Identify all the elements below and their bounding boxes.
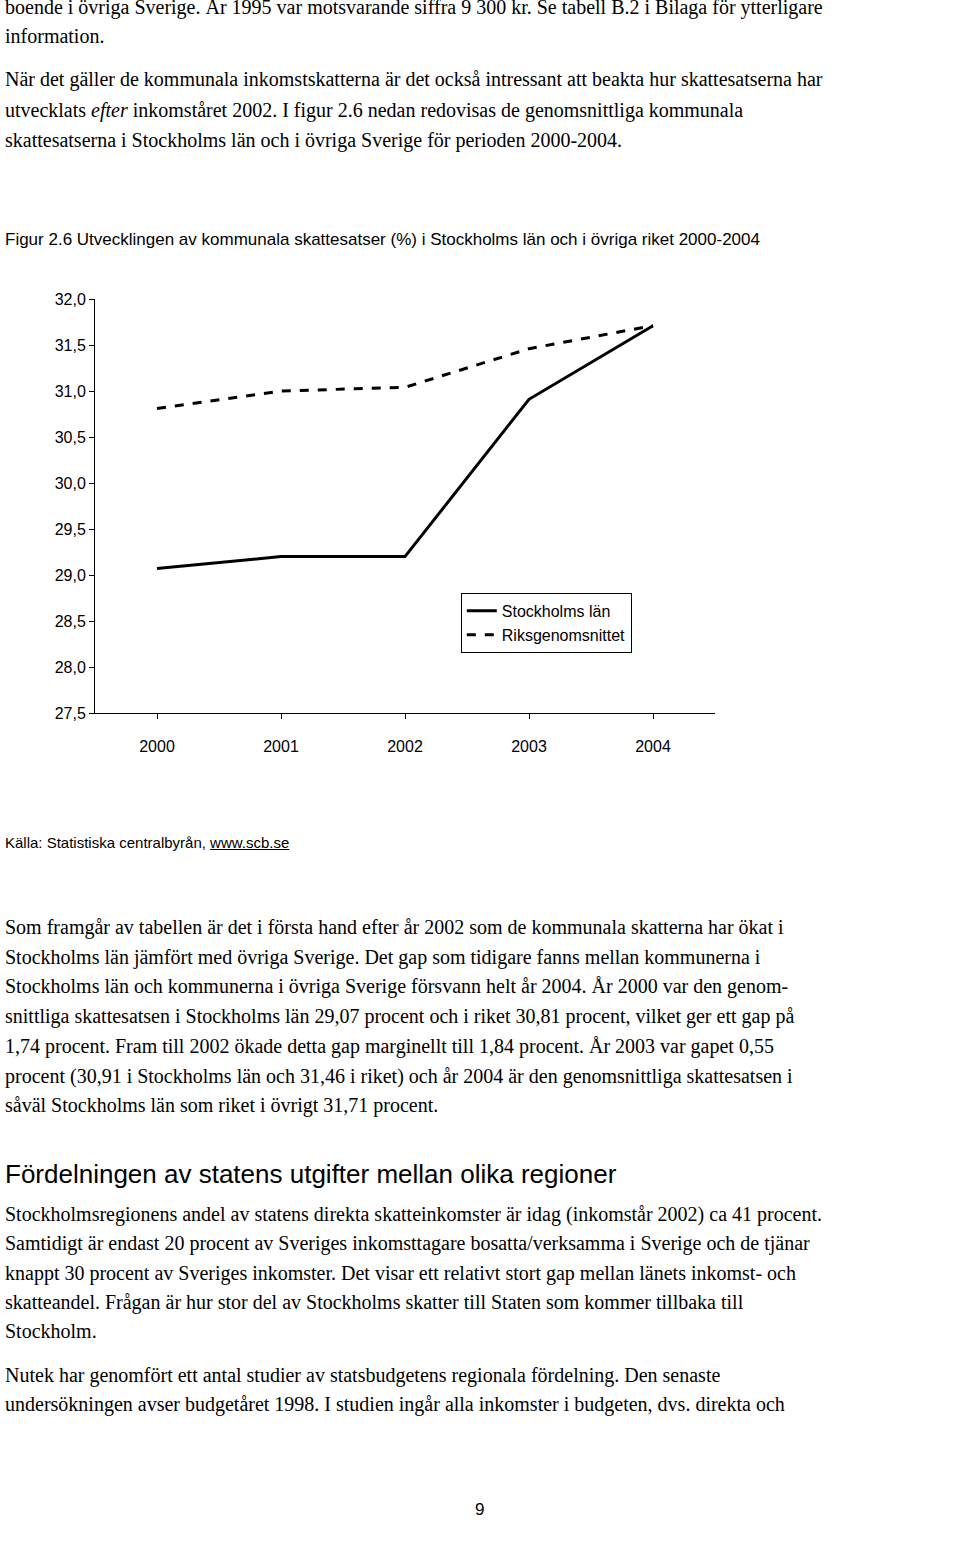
html-text:Fördelningen av statens utgift: Fördelningen av statens utgifter mellan …: [5, 1159, 617, 1189]
html-text:Som framgår av tabellen är det: Som framgår av tabellen är det i första …: [5, 916, 784, 938]
svg-text:2002: 2002: [387, 738, 423, 755]
svg-text:2003: 2003: [511, 738, 547, 755]
html-text:knappt 30 procent av Sveriges: knappt 30 procent av Sveriges inkomster.…: [5, 1261, 796, 1284]
html-text:Figur 2.6 Utvecklingen av komm: Figur 2.6 Utvecklingen av kommunala skat…: [5, 230, 760, 249]
svg-text:28,5: 28,5: [55, 613, 86, 630]
html-text:Samtidigt är endast 20 procent: Samtidigt är endast 20 procent av Sverig…: [5, 1232, 810, 1255]
html-text:Stockholm.: Stockholm.: [5, 1320, 97, 1343]
html-text:1,74 procent. Fram till 2002 ö: 1,74 procent. Fram till 2002 ökade detta…: [5, 1034, 774, 1057]
html-text:Nutek har genomfört ett antal: Nutek har genomfört ett antal studier av…: [5, 1364, 721, 1386]
svg-text:29,5: 29,5: [55, 521, 86, 538]
html-text:procent (30,91 i Stockholms lä: procent (30,91 i Stockholms län och 31,4…: [5, 1064, 793, 1087]
svg-text:Stockholms län: Stockholms län: [502, 603, 611, 620]
html-text:utvecklats efter inkomståret 2: utvecklats efter inkomståret 2002. I fig…: [5, 98, 744, 121]
html-text:såväl Stockholms län som riket: såväl Stockholms län som riket i övrigt …: [5, 1094, 439, 1117]
svg-text:2000: 2000: [139, 738, 175, 755]
html-text:Källa: Statistiska centralbyrå: Källa: Statistiska centralbyrån, www.scb…: [5, 834, 290, 851]
svg-text:28,0: 28,0: [55, 659, 86, 676]
html-text:information.: information.: [5, 25, 105, 47]
svg-text:31,5: 31,5: [55, 337, 86, 354]
svg-text:31,0: 31,0: [55, 383, 86, 400]
html-text:skattesatserna i Stockholms lä: skattesatserna i Stockholms län och i öv…: [5, 129, 623, 152]
svg-text:30,0: 30,0: [55, 475, 86, 492]
svg-text:2001: 2001: [263, 738, 299, 755]
html-text:undersökningen avser budgetåre: undersökningen avser budgetåret 1998. I …: [5, 1393, 785, 1416]
svg-text:32,0: 32,0: [55, 291, 86, 308]
svg-text:30,5: 30,5: [55, 429, 86, 446]
svg-text:2004: 2004: [635, 738, 671, 755]
html-text:Stockholmsregionens andel av s: Stockholmsregionens andel av statens dir…: [5, 1203, 822, 1225]
svg-text:27,5: 27,5: [55, 705, 86, 722]
html-text:9: 9: [475, 1500, 485, 1519]
svg-text:Riksgenomsnittet: Riksgenomsnittet: [502, 627, 625, 644]
html-text:Stockholms län och kommunerna: Stockholms län och kommunerna i övriga S…: [5, 975, 789, 998]
html-text:När det gäller de kommunala in: När det gäller de kommunala inkomstskatt…: [5, 68, 823, 90]
html-text:skatteandel. Frågan är hur sto: skatteandel. Frågan är hur stor del av S…: [5, 1290, 744, 1313]
html-text:Stockholms län jämfört med övr: Stockholms län jämfört med övriga Sverig…: [5, 945, 761, 968]
html-text:snittliga skattesatsen i Stock: snittliga skattesatsen i Stockholms län …: [5, 1005, 795, 1028]
svg-text:29,0: 29,0: [55, 567, 86, 584]
